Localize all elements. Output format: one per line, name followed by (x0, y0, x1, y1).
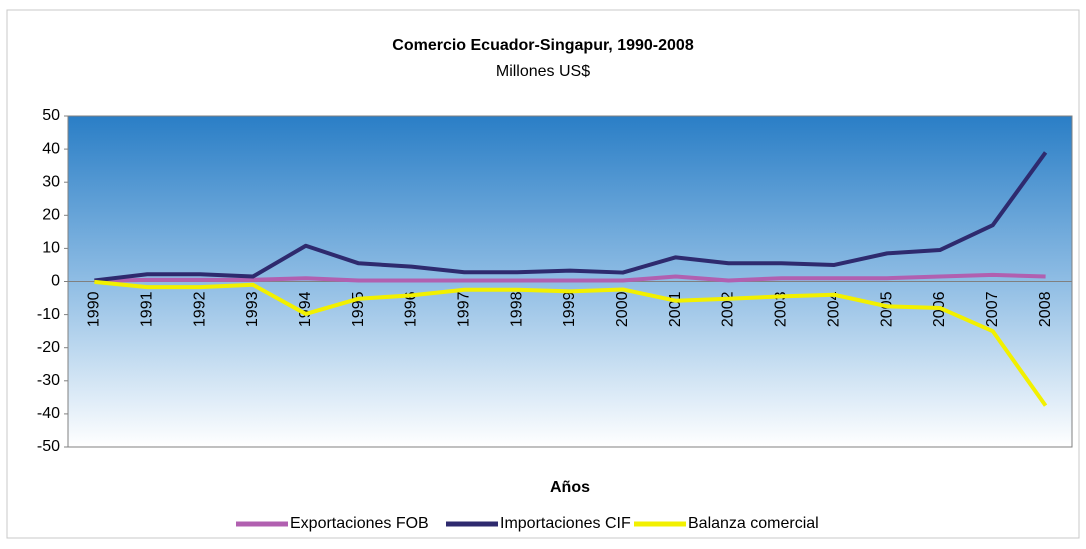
y-tick-label: 20 (42, 207, 60, 224)
series-line (94, 279, 1048, 407)
x-tick-label: 2008 (1037, 291, 1054, 327)
y-tick-label: 30 (42, 173, 60, 190)
y-tick-label: 10 (42, 240, 60, 257)
x-tick-label: 1993 (244, 291, 261, 327)
y-tick-label: 40 (42, 140, 60, 157)
x-tick-label: 2007 (984, 291, 1001, 327)
chart-subtitle: Millones US$ (496, 63, 590, 80)
x-tick-label: 2003 (773, 291, 790, 327)
y-tick-label: 50 (42, 107, 60, 124)
x-tick-label: 1994 (297, 291, 314, 327)
x-tick-label: 1998 (508, 291, 525, 327)
y-tick-label: -20 (37, 339, 60, 356)
x-tick-label: 1990 (86, 291, 103, 327)
y-tick-label: -40 (37, 405, 60, 422)
x-axis-label: Años (550, 479, 590, 496)
x-tick-label: 1997 (456, 291, 473, 327)
y-tick-label: -10 (37, 306, 60, 323)
x-tick-label: 2001 (667, 291, 684, 327)
x-tick-label: 1991 (138, 291, 155, 327)
y-tick-label: -50 (37, 438, 60, 455)
x-tick-label: 2000 (614, 291, 631, 327)
series-line (94, 151, 1048, 283)
legend-label: Balanza comercial (688, 515, 819, 532)
series-line (94, 272, 1046, 283)
x-tick-label: 1992 (191, 291, 208, 327)
legend-label: Exportaciones FOB (290, 515, 429, 532)
legend-label: Importaciones CIF (500, 515, 631, 532)
x-tick-label: 2004 (825, 291, 842, 327)
x-tick-label: 1996 (403, 291, 420, 327)
y-tick-label: -30 (37, 372, 60, 389)
x-tick-label: 2005 (878, 291, 895, 327)
chart-title: Comercio Ecuador-Singapur, 1990-2008 (392, 37, 694, 54)
x-tick-label: 1999 (561, 291, 578, 327)
y-tick-label: 0 (51, 273, 60, 290)
